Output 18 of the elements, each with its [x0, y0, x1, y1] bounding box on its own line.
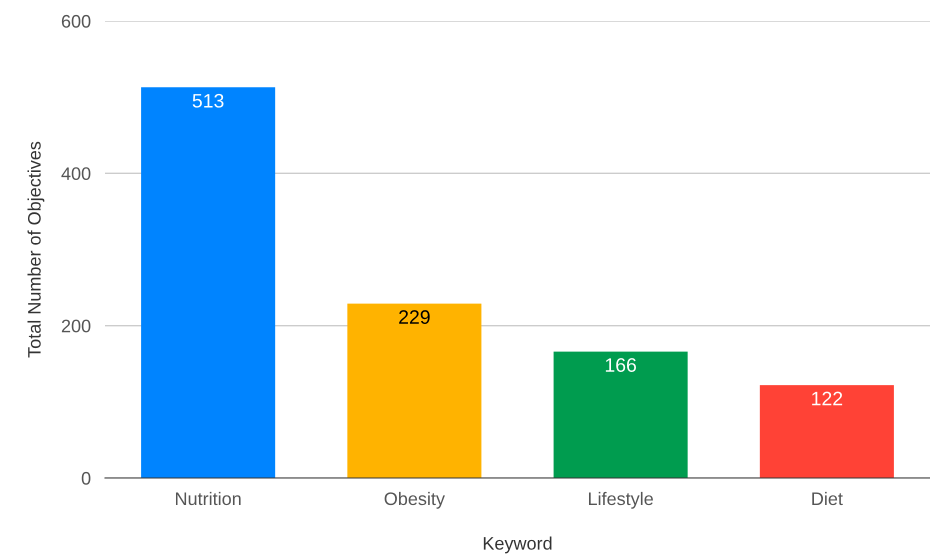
data-label: 122: [812, 392, 842, 406]
bar: [760, 385, 894, 478]
data-label: 166: [606, 358, 636, 372]
bar: [141, 87, 276, 478]
x-tick-label: Lifestyle: [588, 492, 653, 509]
x-tick-label: Nutrition: [176, 492, 241, 506]
y-tick-label: 0: [82, 472, 90, 485]
bar: [554, 352, 688, 478]
x-axis-title: Keyword: [484, 536, 552, 554]
data-label: 229: [399, 310, 430, 324]
x-tick-label: Diet: [812, 492, 843, 506]
data-label: 513: [192, 94, 224, 108]
y-axis-title: Total Number of Objectives: [27, 142, 44, 358]
y-tick-label: 600: [62, 14, 90, 28]
bar: [347, 304, 482, 478]
y-tick-label: 400: [61, 167, 90, 180]
x-tick-label: Obesity: [384, 492, 445, 509]
y-tick-label: 200: [62, 320, 90, 332]
